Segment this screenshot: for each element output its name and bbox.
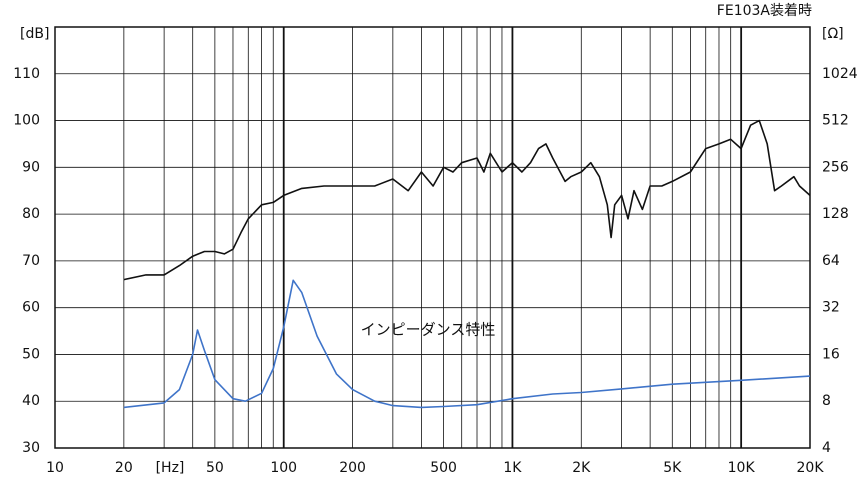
x-tick-label: 2K bbox=[572, 460, 591, 476]
x-tick-label: 5K bbox=[663, 460, 682, 476]
data-line bbox=[123, 119, 811, 281]
y-tick-label: 30 bbox=[22, 440, 40, 456]
y-axis-label: [dB] bbox=[20, 26, 49, 42]
y2-axis-label: [Ω] bbox=[822, 26, 844, 42]
y2-tick-label: 512 bbox=[822, 113, 849, 129]
y-tick-label: 110 bbox=[13, 66, 40, 82]
x-tick-label: 20 bbox=[115, 460, 133, 476]
annotation: インピーダンス特性 bbox=[361, 321, 496, 339]
y-tick-label: 70 bbox=[22, 253, 40, 269]
x-tick-label: 500 bbox=[430, 460, 457, 476]
x-tick-label: 200 bbox=[339, 460, 366, 476]
y-tick-label: 80 bbox=[22, 206, 40, 222]
x-tick-label: 1K bbox=[503, 460, 522, 476]
y2-tick-label: 8 bbox=[822, 393, 831, 409]
y-tick-label: 90 bbox=[22, 159, 40, 175]
y2-tick-label: 16 bbox=[822, 346, 840, 362]
y2-tick-label: 32 bbox=[822, 300, 840, 316]
plot-frame bbox=[54, 26, 811, 449]
y2-tick-label: 64 bbox=[822, 253, 840, 269]
data-line bbox=[123, 279, 811, 409]
y-tick-label: 50 bbox=[22, 346, 40, 362]
y2-tick-label: 4 bbox=[822, 440, 831, 456]
y-tick-label: 60 bbox=[22, 300, 40, 316]
x-tick-label: 50 bbox=[206, 460, 224, 476]
x-axis-label: [Hz] bbox=[156, 460, 185, 476]
y2-tick-label: 256 bbox=[822, 159, 849, 175]
y-tick-label: 100 bbox=[13, 113, 40, 129]
x-tick-label: 10K bbox=[728, 460, 756, 476]
chart-title: FE103A装着時 bbox=[717, 3, 812, 19]
x-tick-label: 100 bbox=[270, 460, 297, 476]
x-tick-label: 10 bbox=[46, 460, 64, 476]
y-tick-label: 40 bbox=[22, 393, 40, 409]
y2-tick-label: 1024 bbox=[822, 66, 857, 82]
x-tick-label: 20K bbox=[797, 460, 825, 476]
y2-tick-label: 128 bbox=[822, 206, 849, 222]
